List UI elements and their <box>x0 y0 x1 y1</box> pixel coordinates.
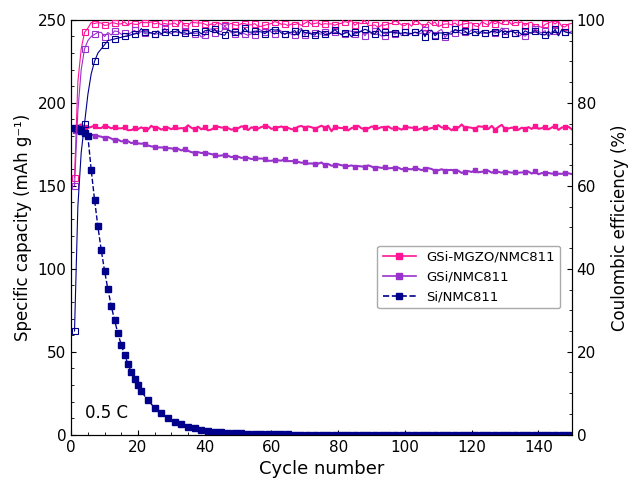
X-axis label: Cycle number: Cycle number <box>259 460 384 478</box>
Legend: GSi-MGZO/NMC811, GSi/NMC811, Si/NMC811: GSi-MGZO/NMC811, GSi/NMC811, Si/NMC811 <box>377 246 560 308</box>
Y-axis label: Coulombic efficiency (%): Coulombic efficiency (%) <box>611 124 629 331</box>
Y-axis label: Specific capacity (mAh g⁻¹): Specific capacity (mAh g⁻¹) <box>14 114 32 341</box>
Text: 0.5 C: 0.5 C <box>84 404 127 422</box>
